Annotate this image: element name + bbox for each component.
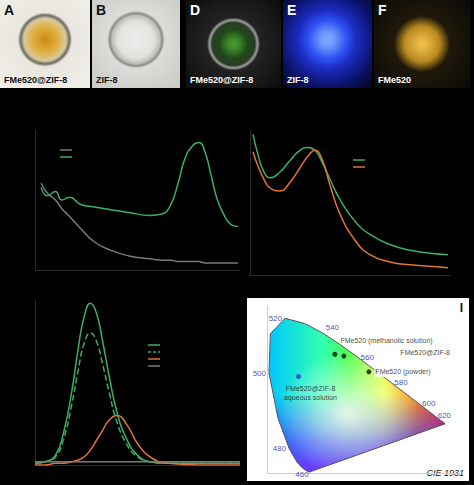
- svg-text:I: I: [460, 301, 463, 315]
- svg-text:520: 520: [269, 314, 283, 323]
- svg-text:aqueous solution: aqueous solution: [284, 394, 337, 402]
- html-text:FMe520@ZIF-8: FMe520@ZIF-8: [4, 75, 68, 85]
- svg-text:FMe520 (powder): FMe520 (powder): [375, 368, 430, 376]
- svg-text:CIE 1931: CIE 1931: [426, 468, 464, 478]
- svg-text:FMe520@ZIF-8: FMe520@ZIF-8: [400, 349, 450, 356]
- svg-text:FMe520 (methanolic solution): FMe520 (methanolic solution): [340, 337, 432, 345]
- svg-text:460: 460: [295, 470, 309, 479]
- html-text:D: D: [190, 2, 201, 18]
- svg-text:580: 580: [394, 378, 408, 387]
- svg-text:540: 540: [326, 323, 340, 332]
- svg-text:620: 620: [438, 411, 452, 420]
- svg-text:560: 560: [360, 353, 374, 362]
- svg-text:600: 600: [422, 399, 436, 408]
- html-text:ZIF-8: ZIF-8: [287, 75, 309, 85]
- html-text:B: B: [96, 2, 107, 18]
- html-text:F: F: [378, 2, 387, 18]
- svg-text:480: 480: [273, 444, 287, 453]
- html-text:FMe520: FMe520: [378, 75, 411, 85]
- html-text:E: E: [287, 2, 297, 18]
- svg-text:500: 500: [253, 369, 267, 378]
- html-text:A: A: [4, 2, 15, 18]
- svg-text:FMe520@ZIF-8: FMe520@ZIF-8: [286, 385, 336, 392]
- html-text:ZIF-8: ZIF-8: [96, 75, 118, 85]
- html-text:FMe520@ZIF-8: FMe520@ZIF-8: [190, 75, 254, 85]
